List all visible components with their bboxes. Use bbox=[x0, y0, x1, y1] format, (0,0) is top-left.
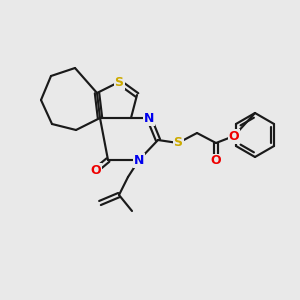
Text: O: O bbox=[229, 130, 239, 142]
Text: S: S bbox=[173, 136, 182, 149]
Text: O: O bbox=[91, 164, 101, 176]
Text: S: S bbox=[115, 76, 124, 88]
Text: N: N bbox=[134, 154, 144, 166]
Text: N: N bbox=[144, 112, 154, 124]
Text: O: O bbox=[211, 154, 221, 167]
